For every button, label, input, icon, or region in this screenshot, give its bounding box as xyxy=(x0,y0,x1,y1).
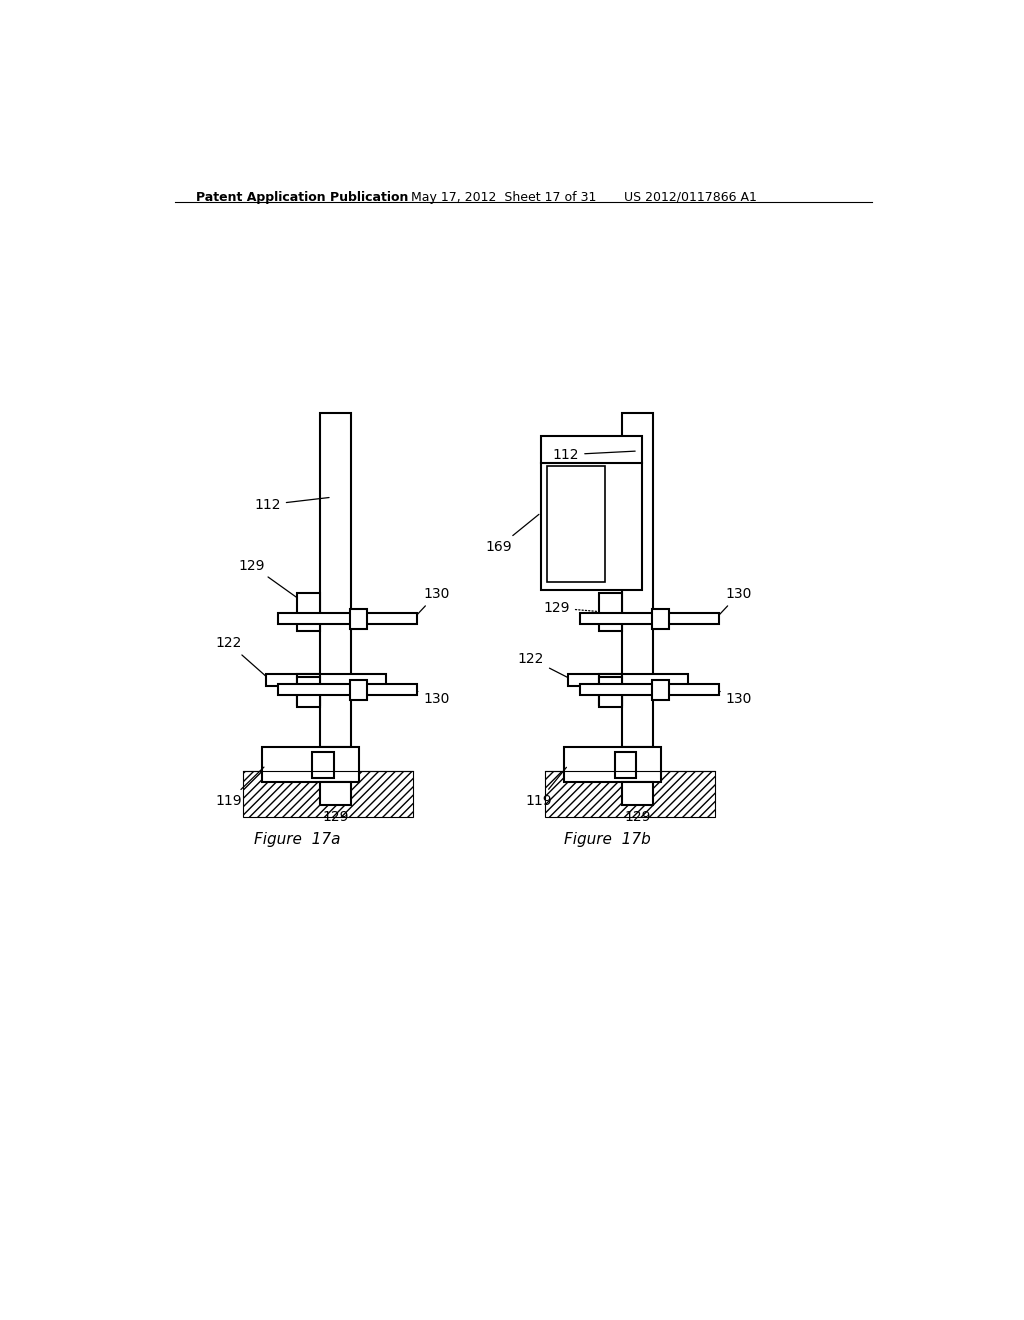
Text: 129: 129 xyxy=(239,558,299,599)
Text: May 17, 2012  Sheet 17 of 31: May 17, 2012 Sheet 17 of 31 xyxy=(411,191,596,203)
Bar xyxy=(623,413,653,747)
Bar xyxy=(652,609,669,628)
Text: 130: 130 xyxy=(415,587,450,616)
Bar xyxy=(652,680,669,700)
Bar xyxy=(599,593,623,631)
Bar xyxy=(545,771,716,817)
Bar xyxy=(278,614,417,624)
Bar xyxy=(278,684,417,696)
Bar xyxy=(614,752,636,779)
Text: 130: 130 xyxy=(718,587,752,616)
Bar xyxy=(321,781,351,805)
Bar xyxy=(564,747,662,781)
Bar xyxy=(297,677,321,708)
Bar xyxy=(321,413,351,747)
Bar xyxy=(599,675,623,705)
Bar xyxy=(580,684,719,696)
Bar xyxy=(312,752,334,779)
Text: 129: 129 xyxy=(544,601,600,615)
Text: 119: 119 xyxy=(216,767,264,808)
Text: 130: 130 xyxy=(416,690,450,706)
Bar xyxy=(262,747,359,781)
Text: 169: 169 xyxy=(485,515,539,554)
Bar xyxy=(580,614,719,624)
Text: Patent Application Publication: Patent Application Publication xyxy=(197,191,409,203)
Bar xyxy=(599,677,623,708)
Bar xyxy=(266,673,386,686)
Bar xyxy=(547,466,605,582)
Text: 129: 129 xyxy=(625,809,651,824)
Bar xyxy=(568,673,688,686)
Text: Figure  17a: Figure 17a xyxy=(254,832,340,846)
Text: 129: 129 xyxy=(323,809,349,824)
Text: 122: 122 xyxy=(216,636,267,678)
Text: Figure  17b: Figure 17b xyxy=(563,832,650,846)
Text: 112: 112 xyxy=(254,498,329,512)
Bar xyxy=(541,436,642,590)
Bar xyxy=(349,609,367,628)
Text: US 2012/0117866 A1: US 2012/0117866 A1 xyxy=(624,191,757,203)
Bar xyxy=(349,680,367,700)
Bar xyxy=(623,781,653,805)
Text: 112: 112 xyxy=(553,447,635,462)
Bar xyxy=(297,675,321,705)
Bar xyxy=(243,771,414,817)
Bar xyxy=(297,593,321,631)
Text: 122: 122 xyxy=(518,652,569,678)
Text: 119: 119 xyxy=(525,767,566,808)
Text: 130: 130 xyxy=(718,690,752,706)
